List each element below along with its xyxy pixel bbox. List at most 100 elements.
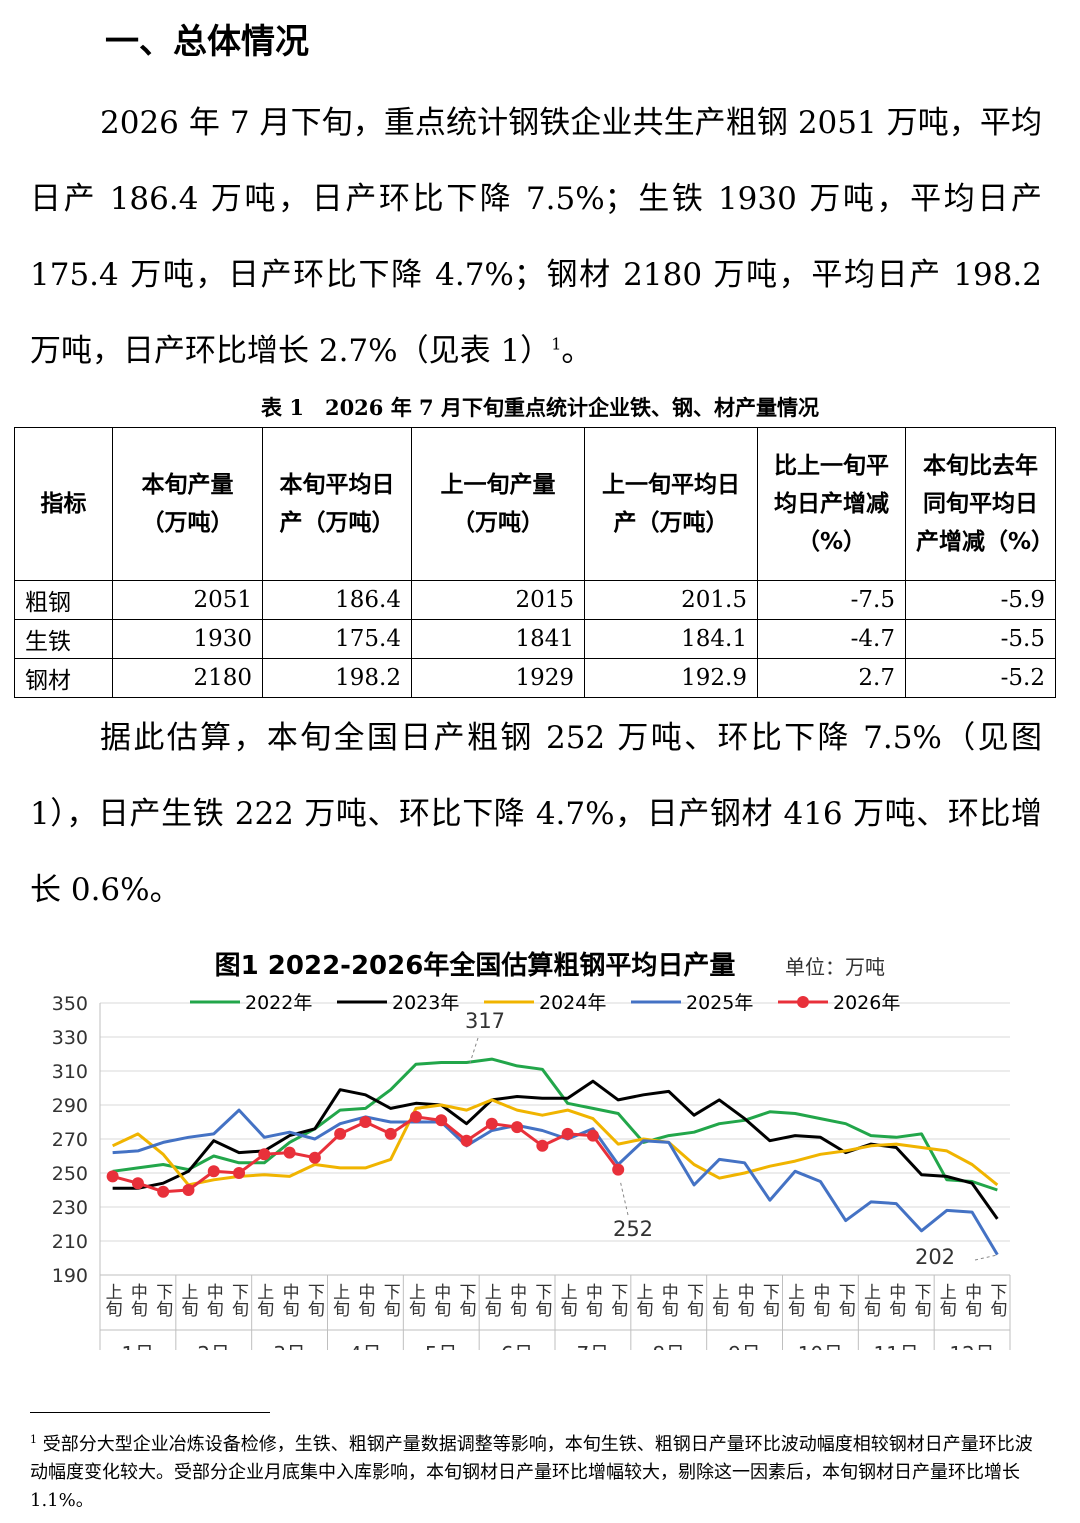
cell: 1930 [112, 619, 263, 659]
footnote-rule [30, 1412, 270, 1413]
x-tick-label: 下旬 [531, 1283, 552, 1318]
month-label: 1月 [122, 1342, 155, 1350]
point [536, 1139, 549, 1152]
header-row: 指标 本旬产量（万吨） 本旬平均日产（万吨） 上一旬产量（万吨） 上一旬平均日产（万吨）… [14, 427, 1056, 581]
point [334, 1127, 347, 1140]
x-tick-label: 下旬 [228, 1283, 249, 1318]
x-tick-label: 中旬 [430, 1283, 451, 1318]
annotation-leader [469, 1037, 479, 1064]
header-cell: 本旬产量（万吨） [112, 427, 263, 581]
header-cell: 上一旬平均日产（万吨） [584, 427, 758, 581]
header-cell: 本旬平均日产（万吨） [262, 427, 412, 581]
table-caption: 表 1 2026 年 7 月下旬重点统计企业铁、钢、材产量情况 [261, 395, 819, 420]
month-label: 5月 [425, 1342, 458, 1350]
cell: 2015 [411, 580, 585, 620]
series-line [112, 1079, 999, 1220]
x-tick-label: 中旬 [506, 1283, 527, 1318]
chart: 图1 2022-2026年全国估算粗钢平均日产量 单位：万吨 190 210 230 25… [52, 950, 1011, 1350]
x-tick-label: 下旬 [380, 1283, 401, 1318]
legend-label: 2023年 [392, 992, 459, 1014]
y-tick-label: 350 [52, 993, 88, 1015]
annotation: 202 [915, 1245, 955, 1269]
series-line [112, 1098, 999, 1187]
cell: 198.2 [262, 658, 412, 698]
x-tick-label: 下旬 [911, 1283, 932, 1318]
cell: -5.2 [905, 658, 1056, 698]
x-tick-label: 上旬 [860, 1283, 881, 1318]
table: 指标 本旬产量（万吨） 本旬平均日产（万吨） 上一旬产量（万吨） 上一旬平均日产（万吨）… [14, 427, 1056, 698]
x-tick-label: 上旬 [329, 1283, 350, 1318]
month-label: 9月 [728, 1342, 761, 1350]
series-line [112, 1115, 620, 1194]
paragraph: 2026 年 7 月下旬，重点统计钢铁企业共生产粗钢 2051 万吨，平均日产 … [30, 85, 1042, 389]
legend-label: 2025年 [686, 992, 753, 1014]
x-tick-label: 中旬 [961, 1283, 982, 1318]
cell: 2.7 [757, 658, 906, 698]
month-label: 6月 [501, 1342, 534, 1350]
month-label: 11月 [874, 1342, 919, 1350]
cell: 钢材 [14, 658, 113, 698]
x-tick-label: 中旬 [127, 1283, 148, 1318]
point [612, 1163, 625, 1176]
month-label: 2月 [197, 1342, 230, 1350]
cell: 201.5 [584, 580, 758, 620]
month-label: 7月 [577, 1342, 610, 1350]
point [207, 1165, 220, 1178]
header-cell: 本旬比去年同旬平均日产增减（%） [905, 427, 1056, 581]
point [258, 1148, 271, 1161]
cell: 粗钢 [14, 580, 113, 620]
x-tick-label: 上旬 [177, 1283, 198, 1318]
x-tick-label: 下旬 [607, 1283, 628, 1318]
x-tick-label: 上旬 [481, 1283, 502, 1318]
month-label: 10月 [798, 1342, 843, 1350]
chart-title: 图1 2022-2026年全国估算粗钢平均日产量 [215, 950, 736, 981]
annotation-leader [619, 1179, 629, 1216]
month-label: 8月 [652, 1342, 685, 1350]
cell: -4.7 [757, 619, 906, 659]
x-tick-label: 下旬 [835, 1283, 856, 1318]
cell: 2180 [112, 658, 263, 698]
cell: 1929 [411, 658, 585, 698]
y-tick-label: 290 [52, 1095, 88, 1117]
header-cell: 比上一旬平均日产增减（%） [757, 427, 906, 581]
cell: 生铁 [14, 619, 113, 659]
heading: 一、总体情况 [105, 22, 309, 62]
header-cell: 上一旬产量（万吨） [411, 427, 585, 581]
cell: 1841 [411, 619, 585, 659]
header-cell: 指标 [14, 427, 113, 581]
footnote-text: 受部分大型企业冶炼设备检修，生铁、粗钢产量数据调整等影响，本旬生铁、粗钢日产量环… [30, 1434, 1033, 1511]
month-label: 4月 [349, 1342, 382, 1350]
y-tick-label: 210 [52, 1231, 88, 1253]
point [283, 1146, 296, 1159]
month-label: 3月 [273, 1342, 306, 1350]
x-tick-label: 下旬 [456, 1283, 477, 1318]
row: 粗钢 2051 186.4 2015 201.5 -7.5 -5.9 [14, 580, 1056, 620]
cell: -5.5 [905, 619, 1056, 659]
x-tick-label: 中旬 [354, 1283, 375, 1318]
y-tick-label: 190 [52, 1265, 88, 1287]
legend-label: 2026年 [833, 992, 900, 1014]
x-tick-label: 下旬 [759, 1283, 780, 1318]
point [106, 1170, 119, 1183]
x-tick-label: 上旬 [253, 1283, 274, 1318]
y-tick-label: 330 [52, 1027, 88, 1049]
footnote: 1 受部分大型企业冶炼设备检修，生铁、粗钢产量数据调整等影响，本旬生铁、粗钢日产… [30, 1426, 1040, 1515]
series-line [112, 1057, 998, 1192]
y-tick-label: 310 [52, 1061, 88, 1083]
annotation-leader [974, 1254, 998, 1261]
x-tick-label: 上旬 [557, 1283, 578, 1318]
x-tick-label: 中旬 [734, 1283, 755, 1318]
point [460, 1134, 473, 1147]
text: 2026 年 7 月下旬，重点统计钢铁企业共生产粗钢 2051 万吨，平均日产 … [30, 105, 1042, 369]
row: 钢材 2180 198.2 1929 192.9 2.7 -5.2 [14, 658, 1056, 698]
unit-label: 单位：万吨 [785, 955, 885, 979]
point [157, 1185, 170, 1198]
cell: 186.4 [262, 580, 412, 620]
cell: 175.4 [262, 619, 412, 659]
point [511, 1121, 524, 1134]
point [359, 1116, 372, 1128]
x-tick-label: 中旬 [809, 1283, 830, 1318]
y-tick-label: 230 [52, 1197, 88, 1219]
x-tick-label: 上旬 [632, 1283, 653, 1318]
